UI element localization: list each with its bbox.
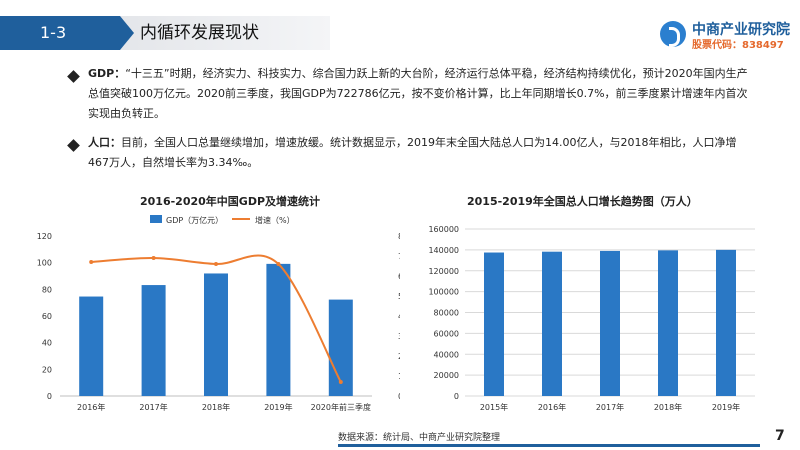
left-axis-tick-label: 120 bbox=[37, 232, 52, 241]
gdp-bar bbox=[204, 273, 228, 396]
population-lead: 人口： bbox=[88, 136, 121, 149]
section-number: 1-3 bbox=[0, 16, 120, 50]
population-paragraph: 人口：目前，全国人口总量继续增加，增速放缓。统计数据显示，2019年末全国大陆总… bbox=[70, 133, 750, 173]
growth-rate-point bbox=[89, 260, 94, 264]
right-axis-tick-label: 7% bbox=[398, 252, 400, 261]
left-axis-tick-label: 100 bbox=[37, 259, 52, 268]
y-axis-tick-label: 100000 bbox=[428, 288, 459, 297]
page-number: 7 bbox=[775, 428, 785, 444]
population-bar bbox=[658, 250, 678, 396]
growth-rate-point bbox=[214, 262, 218, 266]
y-axis-tick-label: 80000 bbox=[434, 309, 459, 318]
population-bar bbox=[484, 252, 504, 396]
y-axis-tick-label: 20000 bbox=[434, 371, 459, 380]
gdp-bar bbox=[141, 285, 166, 396]
growth-rate-point bbox=[338, 380, 343, 384]
data-source: 数据来源：统计局、中商产业研究院整理 bbox=[338, 433, 501, 443]
right-axis-tick-label: 6% bbox=[398, 272, 400, 281]
company-logo: 中商产业研究院 股票代码：838497 bbox=[660, 18, 800, 51]
header: 1-3 内循环发展现状 中商产业研究院 股票代码：838497 bbox=[0, 16, 800, 51]
left-axis-tick-label: 20 bbox=[42, 365, 52, 374]
x-axis-tick-label: 2016年 bbox=[77, 402, 105, 412]
growth-rate-line bbox=[91, 254, 342, 383]
right-axis-tick-label: 5% bbox=[398, 292, 400, 301]
x-axis-tick-label: 2019年 bbox=[712, 402, 740, 412]
right-axis-tick-label: 1% bbox=[398, 372, 400, 381]
x-axis-tick-label: 2017年 bbox=[596, 402, 624, 412]
gdp-bar bbox=[79, 296, 104, 396]
gdp-chart: 0 20 40 60 80 100 120 0% 1% 2% 3% 4% 5% 6% 7% 8% 2016年 20… bbox=[37, 215, 400, 412]
y-axis-tick-label: 60000 bbox=[434, 329, 459, 338]
x-axis-tick-label: 2019年 bbox=[264, 402, 292, 412]
logo-icon bbox=[660, 21, 686, 47]
left-axis-tick-label: 0 bbox=[47, 392, 52, 401]
x-axis-tick-label: 2016年 bbox=[538, 402, 566, 412]
gdp-chart-title: 2016-2020年中国GDP及增速统计 bbox=[140, 195, 321, 208]
gdp-paragraph: GDP：“十三五”时期，经济实力、科技实力、综合国力跃上新的大台阶，经济运行总体… bbox=[70, 64, 750, 124]
footer-divider bbox=[338, 444, 760, 447]
population-bar bbox=[542, 251, 562, 396]
gdp-lead: GDP： bbox=[88, 67, 126, 80]
population-bar bbox=[600, 250, 620, 396]
y-axis-tick-label: 0 bbox=[454, 392, 459, 401]
logo-name: 中商产业研究院 bbox=[692, 22, 790, 38]
y-axis-tick-label: 40000 bbox=[434, 350, 459, 359]
population-bar bbox=[716, 249, 736, 396]
population-chart: 0 20000 40000 60000 80000 100000 120000 140000 1… bbox=[428, 225, 755, 412]
population-text: 目前，全国人口总量继续增加，增速放缓。统计数据显示，2019年末全国大陆总人口为… bbox=[88, 136, 737, 169]
x-axis-tick-label: 2018年 bbox=[202, 402, 230, 412]
left-axis-tick-label: 80 bbox=[42, 285, 52, 294]
section-number-arrow bbox=[120, 16, 134, 50]
right-axis-tick-label: 2% bbox=[398, 352, 400, 361]
right-axis-tick-label: 0% bbox=[398, 392, 400, 401]
right-axis-tick-label: 3% bbox=[398, 332, 400, 341]
population-chart-title: 2015-2019年全国总人口增长趋势图（万人） bbox=[467, 195, 698, 208]
right-axis-tick-label: 4% bbox=[398, 312, 400, 321]
legend-gdp-label: GDP（万亿元） bbox=[166, 215, 223, 225]
x-axis-tick-label: 2017年 bbox=[139, 402, 167, 412]
gdp-bar bbox=[266, 263, 291, 396]
legend-gdp-swatch bbox=[150, 215, 162, 223]
x-axis-tick-label: 2015年 bbox=[480, 402, 508, 412]
gdp-text: “十三五”时期，经济实力、科技实力、综合国力跃上新的大台阶，经济运行总体平稳，经… bbox=[88, 67, 748, 120]
y-axis-tick-label: 160000 bbox=[428, 225, 459, 234]
x-axis-tick-label: 2018年 bbox=[654, 402, 682, 412]
logo-stock-code: 股票代码：838497 bbox=[692, 40, 784, 51]
y-axis-tick-label: 140000 bbox=[428, 246, 459, 255]
growth-rate-point bbox=[151, 256, 156, 260]
y-axis-tick-label: 120000 bbox=[428, 267, 459, 276]
left-axis-tick-label: 40 bbox=[42, 339, 52, 348]
header-title-band bbox=[120, 16, 330, 50]
growth-rate-point bbox=[276, 262, 281, 266]
right-axis-tick-label: 8% bbox=[398, 232, 400, 241]
legend-growth-label: 增速（%） bbox=[255, 215, 295, 225]
left-axis-tick-label: 60 bbox=[42, 312, 52, 321]
page-title: 内循环发展现状 bbox=[140, 23, 259, 43]
x-axis-tick-label: 2020年前三季度 bbox=[311, 402, 371, 412]
